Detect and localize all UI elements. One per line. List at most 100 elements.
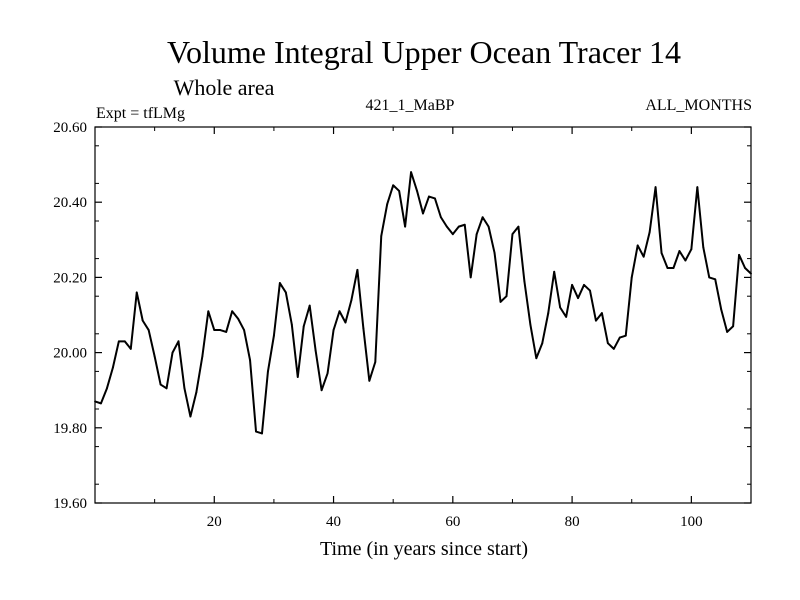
experiment-label: Expt = tfLMg: [96, 105, 185, 122]
data-point: [535, 357, 538, 360]
data-point: [559, 306, 562, 309]
data-point: [469, 276, 472, 279]
data-point: [451, 233, 454, 236]
data-point: [416, 190, 418, 192]
data-point: [648, 231, 651, 234]
data-point: [195, 391, 198, 393]
data-point: [457, 225, 460, 228]
data-point: [398, 190, 401, 192]
data-point: [511, 233, 514, 236]
data-point: [666, 267, 669, 269]
data-point: [380, 235, 383, 237]
x-tick-label: 80: [565, 514, 580, 530]
data-point: [481, 216, 484, 219]
data-point: [601, 312, 603, 315]
data-point: [177, 340, 180, 343]
data-point: [350, 299, 353, 301]
data-point: [290, 323, 293, 326]
data-point: [189, 415, 192, 418]
series-points: [94, 171, 752, 435]
data-point: [696, 186, 699, 189]
data-point: [750, 272, 752, 275]
data-point: [690, 248, 693, 251]
data-point: [422, 212, 424, 215]
data-point: [660, 252, 663, 254]
data-point: [720, 308, 723, 311]
data-point: [106, 387, 108, 390]
data-point: [732, 325, 735, 328]
plot-frame: [94, 126, 752, 504]
data-point: [738, 253, 740, 256]
data-point: [744, 267, 746, 269]
data-point: [589, 289, 591, 292]
data-point: [374, 361, 377, 363]
data-point: [636, 244, 639, 247]
data-point: [344, 321, 347, 324]
data-point: [547, 312, 550, 315]
data-point: [630, 276, 633, 279]
data-point: [273, 334, 275, 337]
data-point: [129, 347, 132, 350]
chart-title: Volume Integral Upper Ocean Tracer 14: [167, 34, 681, 70]
data-point: [726, 331, 729, 333]
data-point: [314, 349, 317, 352]
data-point: [147, 329, 150, 331]
data-point: [493, 252, 496, 254]
data-point: [392, 184, 395, 187]
data-point: [529, 323, 532, 326]
data-point: [463, 223, 466, 226]
data-point: [231, 310, 234, 313]
data-point: [618, 336, 621, 339]
data-point: [595, 319, 597, 322]
data-point: [332, 329, 335, 331]
chart-subtitle: Whole area: [174, 75, 275, 100]
run-label: 421_1_MaBP: [366, 97, 455, 114]
data-point: [320, 389, 323, 392]
data-point: [523, 280, 526, 283]
data-point: [326, 372, 329, 375]
data-point: [159, 383, 162, 386]
x-axis-label: Time (in years since start): [320, 538, 528, 560]
data-point: [642, 255, 645, 258]
data-point: [207, 310, 210, 313]
y-tick-label: 20.20: [53, 270, 87, 286]
data-point: [708, 276, 711, 279]
data-point: [356, 268, 359, 271]
data-point: [571, 284, 573, 286]
months-label: ALL_MONTHS: [645, 97, 752, 114]
data-point: [338, 310, 341, 313]
data-point: [362, 327, 365, 330]
data-point: [714, 278, 717, 281]
x-tick-label: 20: [207, 514, 222, 530]
data-point: [296, 376, 299, 378]
data-point: [213, 329, 216, 331]
data-point: [577, 297, 579, 299]
y-tick-label: 19.80: [53, 421, 87, 437]
data-point: [100, 402, 102, 405]
x-tick-label: 40: [326, 514, 341, 530]
data-point: [171, 351, 174, 354]
data-point: [541, 342, 544, 345]
data-point: [553, 270, 556, 273]
data-point: [165, 387, 168, 390]
data-point: [499, 300, 502, 303]
data-point: [672, 267, 675, 269]
data-point: [434, 197, 436, 200]
data-point: [517, 225, 520, 228]
data-point: [624, 334, 627, 337]
data-point: [505, 295, 508, 298]
data-point: [654, 186, 657, 189]
data-point: [94, 400, 96, 403]
data-point: [302, 325, 305, 328]
data-point: [439, 216, 442, 219]
data-point: [583, 284, 585, 286]
data-point: [123, 340, 126, 343]
data-point: [386, 203, 389, 205]
y-tick-label: 20.40: [53, 195, 87, 211]
y-axis: 19.60 19.80 20.00 20.20 20.40 20.60: [53, 120, 751, 512]
data-point: [141, 319, 144, 322]
series-line: [94, 171, 752, 435]
data-point: [612, 347, 615, 350]
data-point: [368, 379, 371, 382]
